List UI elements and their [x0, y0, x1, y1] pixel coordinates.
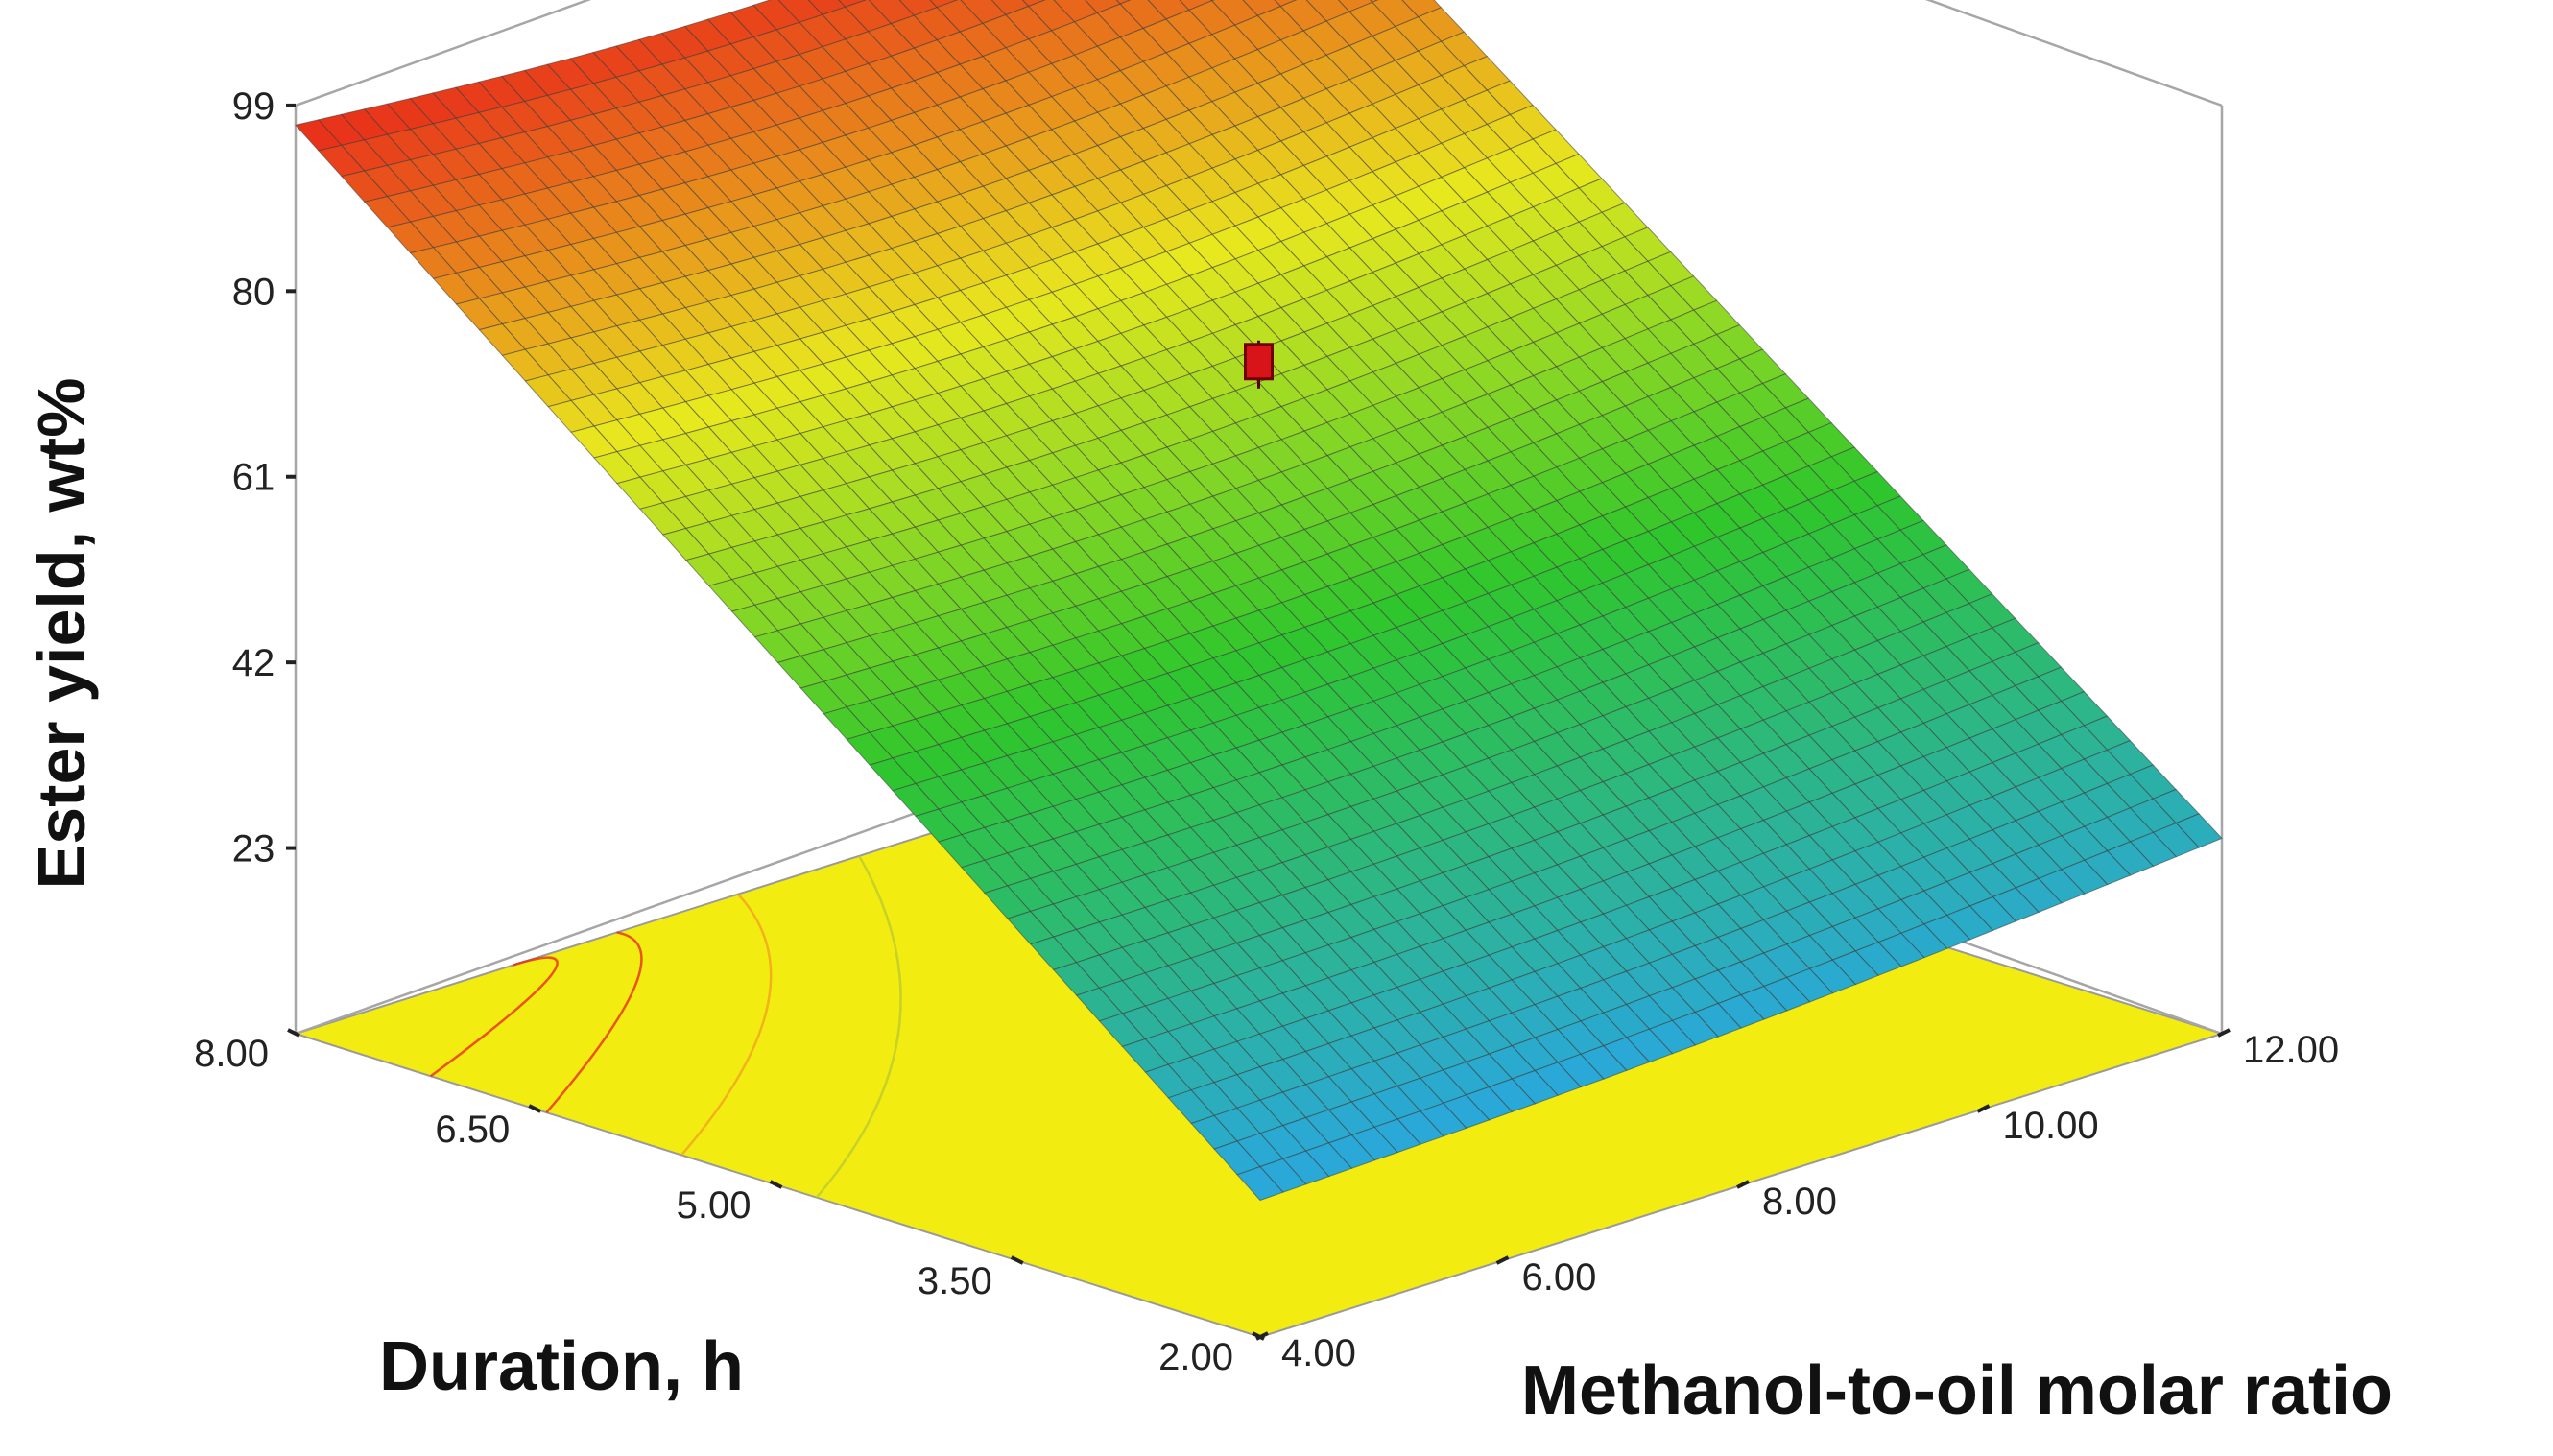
- x-tick-label: 12.00: [2243, 1029, 2339, 1071]
- axis-ticks: 23 42 61 80 99 2.00 3.50 5.00 6.50 8.00 4.00 6.00 8.…: [194, 85, 2339, 1378]
- y-tick-label: 8.00: [194, 1033, 269, 1075]
- y-tick-label: 5.00: [677, 1184, 752, 1227]
- z-axis-title: Ester yield, wt%: [24, 378, 99, 890]
- x-tick-mark: [1736, 1180, 1750, 1189]
- z-tick-label: 99: [232, 85, 275, 128]
- x-tick-mark: [1255, 1331, 1269, 1341]
- y-tick-mark: [287, 1028, 300, 1038]
- box-edge-top-left: [295, 0, 592, 107]
- z-tick-label: 42: [232, 642, 275, 684]
- z-tick-label: 61: [232, 457, 275, 499]
- y-axis-title: Duration, h: [379, 1328, 744, 1405]
- y-tick-mark: [1010, 1255, 1024, 1265]
- y-tick-label: 3.50: [918, 1260, 992, 1302]
- x-tick-mark: [1976, 1104, 1991, 1113]
- x-tick-label: 8.00: [1762, 1181, 1837, 1223]
- floor-contour: [545, 931, 643, 1113]
- response-surface: [295, 0, 2223, 1202]
- y-tick-label: 6.50: [435, 1109, 510, 1151]
- surface-cell: [1236, 1166, 1284, 1202]
- box-edge-top-right: [1925, 0, 2223, 107]
- x-tick-label: 10.00: [2003, 1105, 2099, 1147]
- x-tick-mark: [2217, 1028, 2231, 1038]
- x-axis-title: Methanol-to-oil molar ratio: [1521, 1352, 2393, 1429]
- z-tick-label: 80: [232, 271, 275, 313]
- x-tick-label: 6.00: [1522, 1256, 1597, 1299]
- y-tick-mark: [528, 1104, 542, 1113]
- design-point-marker: [1244, 343, 1274, 381]
- x-tick-label: 4.00: [1281, 1332, 1356, 1374]
- y-tick-label: 2.00: [1158, 1336, 1233, 1378]
- surface-cell: [1274, 0, 1298, 8]
- floor-contour: [815, 855, 902, 1199]
- z-tick-label: 23: [232, 828, 275, 871]
- floor-contour: [429, 956, 559, 1078]
- x-tick-mark: [1495, 1255, 1510, 1265]
- y-tick-mark: [769, 1180, 783, 1189]
- design-points: [1244, 340, 1274, 389]
- floor-contour: [680, 893, 773, 1157]
